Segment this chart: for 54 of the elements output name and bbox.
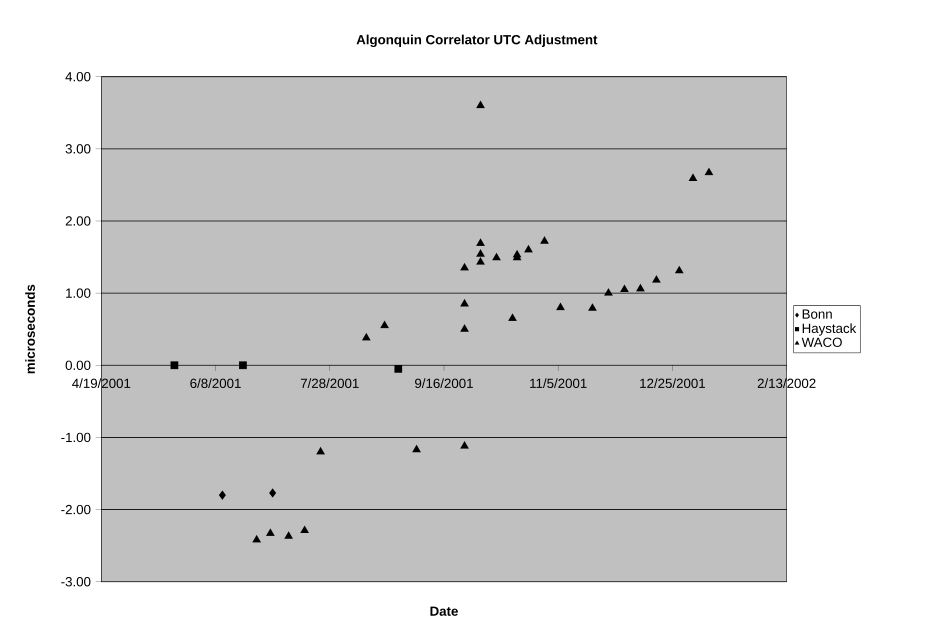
point <box>170 362 178 370</box>
point <box>620 284 629 292</box>
point <box>476 258 485 265</box>
point <box>218 490 226 500</box>
point <box>476 250 485 257</box>
point <box>512 250 522 258</box>
y-tick-label: -1.00 <box>61 432 90 442</box>
point <box>269 488 276 498</box>
x-tick-label: 11/5/2001 <box>530 378 587 388</box>
point <box>588 304 597 312</box>
x-tick-label: 12/25/2001 <box>640 378 705 388</box>
y-tick-label: 0.00 <box>66 360 90 370</box>
point <box>540 236 549 244</box>
point <box>316 447 325 455</box>
y-tick-label: 1.00 <box>66 288 90 298</box>
x-tick-label: 7/28/2001 <box>300 378 359 388</box>
y-tick-label: 2.00 <box>66 216 90 226</box>
point <box>688 174 698 182</box>
point <box>460 442 469 449</box>
point <box>460 263 469 271</box>
point <box>460 299 469 307</box>
point <box>300 526 309 534</box>
point <box>412 445 421 452</box>
legend-label: Haystack <box>802 324 856 336</box>
point <box>508 314 517 322</box>
point <box>252 535 261 543</box>
point <box>636 284 645 292</box>
x-axis-title: Date <box>430 606 458 616</box>
y-tick-label: 3.00 <box>66 144 90 154</box>
x-tick-label: 6/8/2001 <box>190 378 241 388</box>
x-tick-label: 9/16/2001 <box>415 378 473 388</box>
point <box>652 276 661 283</box>
point <box>556 302 565 310</box>
point <box>704 168 714 176</box>
chart-title: Algonquin Correlator UTC Adjustment <box>356 34 598 48</box>
point <box>476 238 485 246</box>
point <box>604 288 613 296</box>
point <box>380 321 389 328</box>
point <box>524 245 533 253</box>
point <box>492 253 501 261</box>
point <box>675 266 684 274</box>
point <box>239 362 247 370</box>
point <box>362 333 370 341</box>
point <box>460 324 469 332</box>
legend-label: WACO <box>802 338 842 348</box>
y-tick-label: -3.00 <box>61 577 90 587</box>
point <box>476 100 485 108</box>
y-tick-label: 4.00 <box>65 72 90 82</box>
legend-label: Bonn <box>802 310 832 320</box>
point <box>284 532 293 540</box>
y-tick-label: -2.00 <box>61 505 90 514</box>
point <box>394 365 402 373</box>
y-axis-title: microseconds <box>25 284 35 374</box>
point <box>266 528 275 536</box>
